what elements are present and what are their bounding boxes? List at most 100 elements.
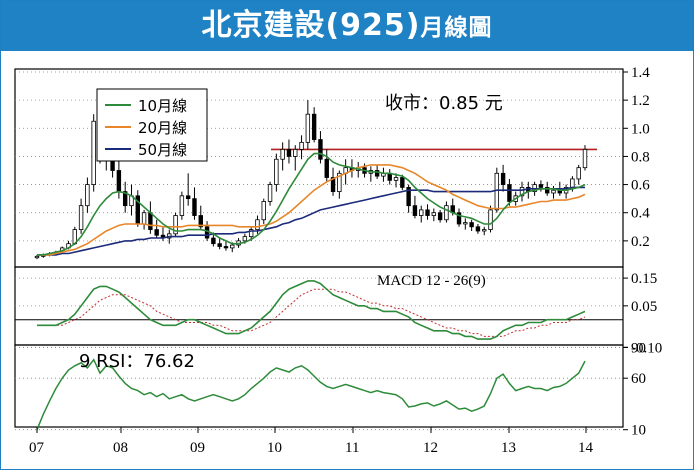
price-tick-label: 0.6: [631, 178, 650, 194]
candle-body: [122, 191, 128, 207]
candle-body: [463, 222, 468, 225]
stock-chart: 10月線 20月線 50月線 收市：0.85 元 MACD 12 - 26(9)…: [14, 65, 662, 456]
macd-gridlines: [15, 277, 623, 348]
candle-body: [412, 205, 418, 216]
x-tick-label: 12: [423, 440, 438, 456]
candle-body: [324, 158, 329, 178]
candle-body: [488, 209, 493, 230]
legend-label-ma50: 50月線: [138, 141, 187, 159]
candle-body: [318, 139, 323, 160]
candle-body: [374, 170, 380, 177]
legend: 10月線 20月線 50月線: [96, 88, 208, 162]
candle-body: [500, 172, 506, 185]
price-tick-label: 0.4: [631, 206, 650, 222]
x-tick-label: 07: [29, 440, 45, 456]
candle-body: [255, 219, 260, 230]
rsi-gridlines: [15, 346, 623, 431]
macd-signal-line: [37, 288, 586, 337]
candle-body: [456, 212, 462, 225]
candle-body: [148, 212, 153, 230]
candle-body: [419, 209, 424, 216]
candle-body: [406, 186, 411, 207]
chart-title: 北京建設(925)月線圖: [1, 1, 693, 51]
candle-body: [538, 184, 544, 188]
candle-body: [242, 236, 248, 242]
x-tick-label: 14: [578, 440, 594, 456]
candle-body: [185, 195, 191, 200]
macd-axis-ticks: 0.15 0.05 -0.10: [623, 271, 662, 356]
rsi-axis-ticks: 90 60 10: [623, 340, 646, 439]
macd-label: MACD 12 - 26(9): [377, 273, 486, 289]
candle-body: [570, 178, 575, 188]
candle-body: [582, 148, 588, 169]
legend-label-ma10: 10月線: [138, 97, 187, 115]
macd-tick-label: 0.05: [631, 299, 657, 315]
price-tick-label: 1.0: [631, 121, 650, 137]
rsi-tick-label: 90: [631, 340, 646, 356]
candle-body: [198, 215, 203, 228]
x-axis-ticks: 07 08 09 10 11 12 13 14: [29, 427, 594, 456]
candle-body: [431, 212, 437, 216]
candle-body: [261, 201, 266, 221]
candle-body: [425, 209, 430, 216]
price-tick-label: 0.2: [631, 234, 650, 250]
price-tick-label: 1.4: [631, 65, 650, 81]
candle-body: [85, 184, 90, 207]
rsi-panel-border: [14, 344, 624, 428]
candle-body: [173, 215, 178, 235]
candle-body: [330, 177, 336, 193]
candle-body: [400, 177, 405, 188]
ma10-line: [37, 152, 586, 256]
candle-body: [393, 177, 399, 181]
x-tick-label: 09: [190, 440, 205, 456]
candle-body: [437, 212, 443, 221]
x-tick-label: 08: [113, 440, 128, 456]
macd-line: [37, 280, 586, 340]
candle-body: [267, 184, 273, 202]
candle-body: [337, 172, 342, 193]
rsi-tick-label: 10: [631, 423, 646, 439]
candle-body: [230, 244, 235, 249]
candle-body: [576, 167, 581, 180]
candle-body: [494, 172, 500, 211]
rsi-label: 9 RSI：76.62: [79, 351, 195, 372]
candle-body: [141, 212, 147, 225]
candle-body: [274, 158, 279, 185]
candle-body: [192, 198, 197, 216]
rsi-tick-label: 60: [631, 371, 646, 387]
chart-title-suffix: 月線圖: [420, 15, 493, 41]
rsi-line: [36, 358, 586, 430]
candle-body: [116, 170, 122, 193]
candle-body: [305, 113, 311, 143]
candle-body: [280, 148, 285, 160]
ma20-line: [37, 164, 586, 256]
macd-tick-label: -0.10: [631, 340, 662, 356]
x-tick-label: 13: [501, 440, 516, 456]
candle-body: [444, 205, 449, 221]
candle-body: [154, 229, 159, 236]
title-bar: 北京建設(925)月線圖: [1, 1, 693, 51]
candle-body: [217, 243, 222, 247]
candle-body: [91, 120, 96, 185]
candle-body: [311, 113, 317, 140]
candle-body: [469, 222, 474, 228]
candle-body: [519, 186, 525, 197]
candle-body: [293, 148, 298, 157]
candle-body: [551, 189, 556, 194]
candle-body: [286, 148, 292, 157]
chart-title-main: 北京建設(925): [201, 8, 421, 43]
candle-body: [482, 229, 487, 232]
price-axis-ticks: 1.4 1.2 1.0 0.8 0.6 0.4 0.2: [623, 65, 650, 250]
candle-body: [78, 205, 84, 231]
candle-body: [179, 195, 185, 216]
x-tick-label: 11: [345, 440, 359, 456]
candle-body: [299, 141, 304, 150]
candle-body: [211, 237, 216, 245]
close-price-label: 收市：0.85 元: [385, 93, 503, 114]
price-tick-label: 0.8: [631, 149, 650, 165]
candle-body: [223, 246, 229, 249]
candle-body: [248, 229, 254, 238]
ma50-line: [37, 186, 585, 256]
candle-body: [475, 226, 481, 232]
